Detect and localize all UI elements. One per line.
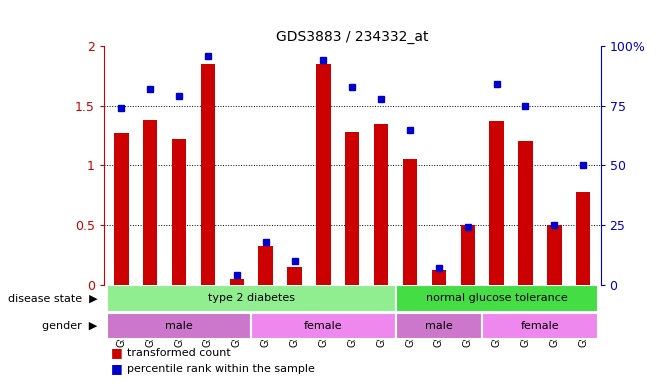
Bar <box>172 139 187 285</box>
FancyBboxPatch shape <box>396 285 598 312</box>
Text: percentile rank within the sample: percentile rank within the sample <box>127 364 315 374</box>
Text: ■: ■ <box>111 362 126 376</box>
Bar <box>143 120 158 285</box>
Bar <box>201 64 215 285</box>
Bar <box>403 159 417 285</box>
FancyBboxPatch shape <box>107 285 396 312</box>
Text: normal glucose tolerance: normal glucose tolerance <box>425 293 568 303</box>
Text: female: female <box>521 321 559 331</box>
Text: transformed count: transformed count <box>127 348 231 358</box>
Text: ■: ■ <box>111 346 126 359</box>
FancyBboxPatch shape <box>251 313 396 339</box>
Bar <box>518 141 533 285</box>
FancyBboxPatch shape <box>482 313 598 339</box>
Bar <box>229 278 244 285</box>
Text: male: male <box>425 321 453 331</box>
Bar <box>460 225 475 285</box>
Text: gender  ▶: gender ▶ <box>42 321 97 331</box>
Bar <box>114 133 129 285</box>
Bar <box>431 270 446 285</box>
Bar <box>345 132 360 285</box>
Bar <box>576 192 590 285</box>
Text: disease state  ▶: disease state ▶ <box>7 293 97 303</box>
FancyBboxPatch shape <box>396 313 482 339</box>
FancyBboxPatch shape <box>107 313 251 339</box>
Text: female: female <box>304 321 343 331</box>
Bar <box>374 124 389 285</box>
Text: type 2 diabetes: type 2 diabetes <box>208 293 295 303</box>
Text: GDS3883 / 234332_at: GDS3883 / 234332_at <box>276 30 429 44</box>
Bar <box>489 121 504 285</box>
Bar <box>258 247 273 285</box>
Bar <box>547 225 562 285</box>
Bar <box>316 64 331 285</box>
Bar <box>287 266 302 285</box>
Text: male: male <box>165 321 193 331</box>
